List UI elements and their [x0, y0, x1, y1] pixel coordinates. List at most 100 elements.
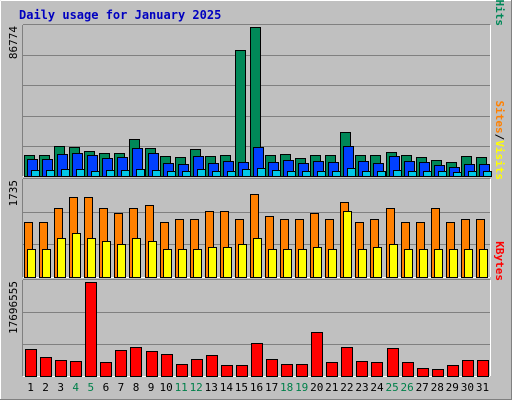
bar-sites	[464, 249, 473, 278]
y-max-label: 1735	[7, 180, 20, 207]
panel-bars	[24, 194, 488, 278]
bar-kbytes	[236, 365, 248, 377]
x-tick-label: 28	[431, 381, 444, 394]
x-tick-label: 6	[103, 381, 110, 394]
x-tick-label: 22	[340, 381, 353, 394]
bar-kbytes	[251, 343, 263, 377]
bar-pages	[468, 171, 477, 177]
chart-title: Daily usage for January 2025	[19, 8, 221, 22]
bar-pages	[287, 171, 296, 177]
bar-kbytes	[387, 348, 399, 377]
bar-kbytes	[115, 350, 127, 377]
bar-kbytes	[161, 354, 173, 377]
bar-sites	[132, 238, 141, 278]
x-tick-label: 12	[190, 381, 203, 394]
bar-kbytes	[25, 349, 37, 377]
panel-bars	[25, 282, 489, 377]
x-tick-label: 30	[461, 381, 474, 394]
bar-pages	[423, 171, 432, 177]
bar-sites	[404, 249, 413, 278]
bar-kbytes	[266, 359, 278, 377]
bar-sites	[87, 238, 96, 278]
x-tick-label: 19	[295, 381, 308, 394]
x-tick-label: 1	[27, 381, 34, 394]
bar-kbytes	[130, 347, 142, 377]
bar-kbytes	[311, 332, 323, 377]
legend-sites: Sites	[493, 101, 506, 134]
bar-pages	[377, 171, 386, 177]
x-tick-label: 31	[476, 381, 489, 394]
bar-pages	[61, 169, 70, 177]
bar-pages	[31, 170, 40, 177]
bar-hits	[235, 50, 246, 177]
panel-kbytes: 17696555 KBytes	[7, 241, 506, 377]
bar-kbytes	[206, 355, 218, 377]
bar-pages	[167, 171, 176, 177]
x-tick-label: 25	[385, 381, 398, 394]
bar-sites	[42, 249, 51, 278]
x-tick-label: 5	[87, 381, 94, 394]
chart-panels: 86774 Pages/Files/Hits 1735 Sites/Visits 176…	[7, 0, 506, 377]
legend-hits: Hits	[493, 0, 506, 26]
bar-kbytes	[40, 357, 52, 377]
x-tick-label: 3	[57, 381, 64, 394]
x-tick-label: 21	[325, 381, 338, 394]
bar-pages	[393, 170, 402, 177]
bar-kbytes	[191, 359, 203, 377]
x-tick-label: 23	[355, 381, 368, 394]
bar-sites	[148, 241, 157, 278]
bar-pages	[347, 168, 356, 177]
bar-kbytes	[296, 364, 308, 377]
panel-visits: 1735 Sites/Visits	[7, 101, 506, 278]
x-tick-label: 27	[416, 381, 429, 394]
bar-pages	[362, 171, 371, 177]
y-max-label: 86774	[7, 26, 20, 59]
bar-sites	[223, 247, 232, 278]
x-tick-label: 20	[310, 381, 323, 394]
bar-kbytes	[55, 360, 67, 377]
x-tick-label: 7	[118, 381, 125, 394]
series-axis-legend: Pages/Files/Hits	[493, 0, 506, 26]
bar-kbytes	[477, 360, 489, 377]
bar-pages	[76, 169, 85, 177]
series-axis-legend: KBytes	[493, 241, 506, 281]
bar-kbytes	[432, 369, 444, 377]
bar-kbytes	[176, 364, 188, 377]
legend-kbytes: KBytes	[493, 241, 506, 281]
bar-sites	[479, 249, 488, 278]
bar-sites	[298, 249, 307, 278]
bar-kbytes	[100, 362, 112, 377]
series-axis-legend-text: Sites/Visits	[493, 101, 506, 181]
panel-hits: 86774 Pages/Files/Hits	[7, 0, 506, 177]
bar-sites	[178, 249, 187, 278]
bar-sites	[419, 249, 428, 278]
bar-kbytes	[146, 351, 158, 377]
legend-separator: /	[493, 134, 506, 141]
bar-sites	[268, 249, 277, 278]
x-tick-label: 4	[72, 381, 79, 394]
x-tick-label: 10	[159, 381, 172, 394]
bar-kbytes	[462, 360, 474, 377]
x-tick-label: 15	[235, 381, 248, 394]
legend-visits: Visits	[493, 140, 506, 180]
x-tick-label: 18	[280, 381, 293, 394]
bar-pages	[227, 171, 236, 177]
y-max-label: 17696555	[7, 281, 20, 334]
bar-pages	[152, 170, 161, 177]
bar-sites	[193, 249, 202, 278]
bar-pages	[106, 170, 115, 177]
panel-bars	[24, 27, 492, 177]
bar-sites	[57, 238, 66, 278]
x-tick-label: 17	[265, 381, 278, 394]
bar-kbytes	[281, 364, 293, 377]
bar-pages	[438, 171, 447, 177]
bar-sites	[328, 249, 337, 278]
bar-pages	[302, 171, 311, 177]
x-tick-label: 11	[175, 381, 188, 394]
x-tick-label: 26	[400, 381, 413, 394]
bar-sites	[208, 247, 217, 278]
bar-pages	[317, 171, 326, 177]
bar-pages	[272, 170, 281, 177]
bar-sites	[253, 238, 262, 278]
bar-pages	[408, 171, 417, 177]
